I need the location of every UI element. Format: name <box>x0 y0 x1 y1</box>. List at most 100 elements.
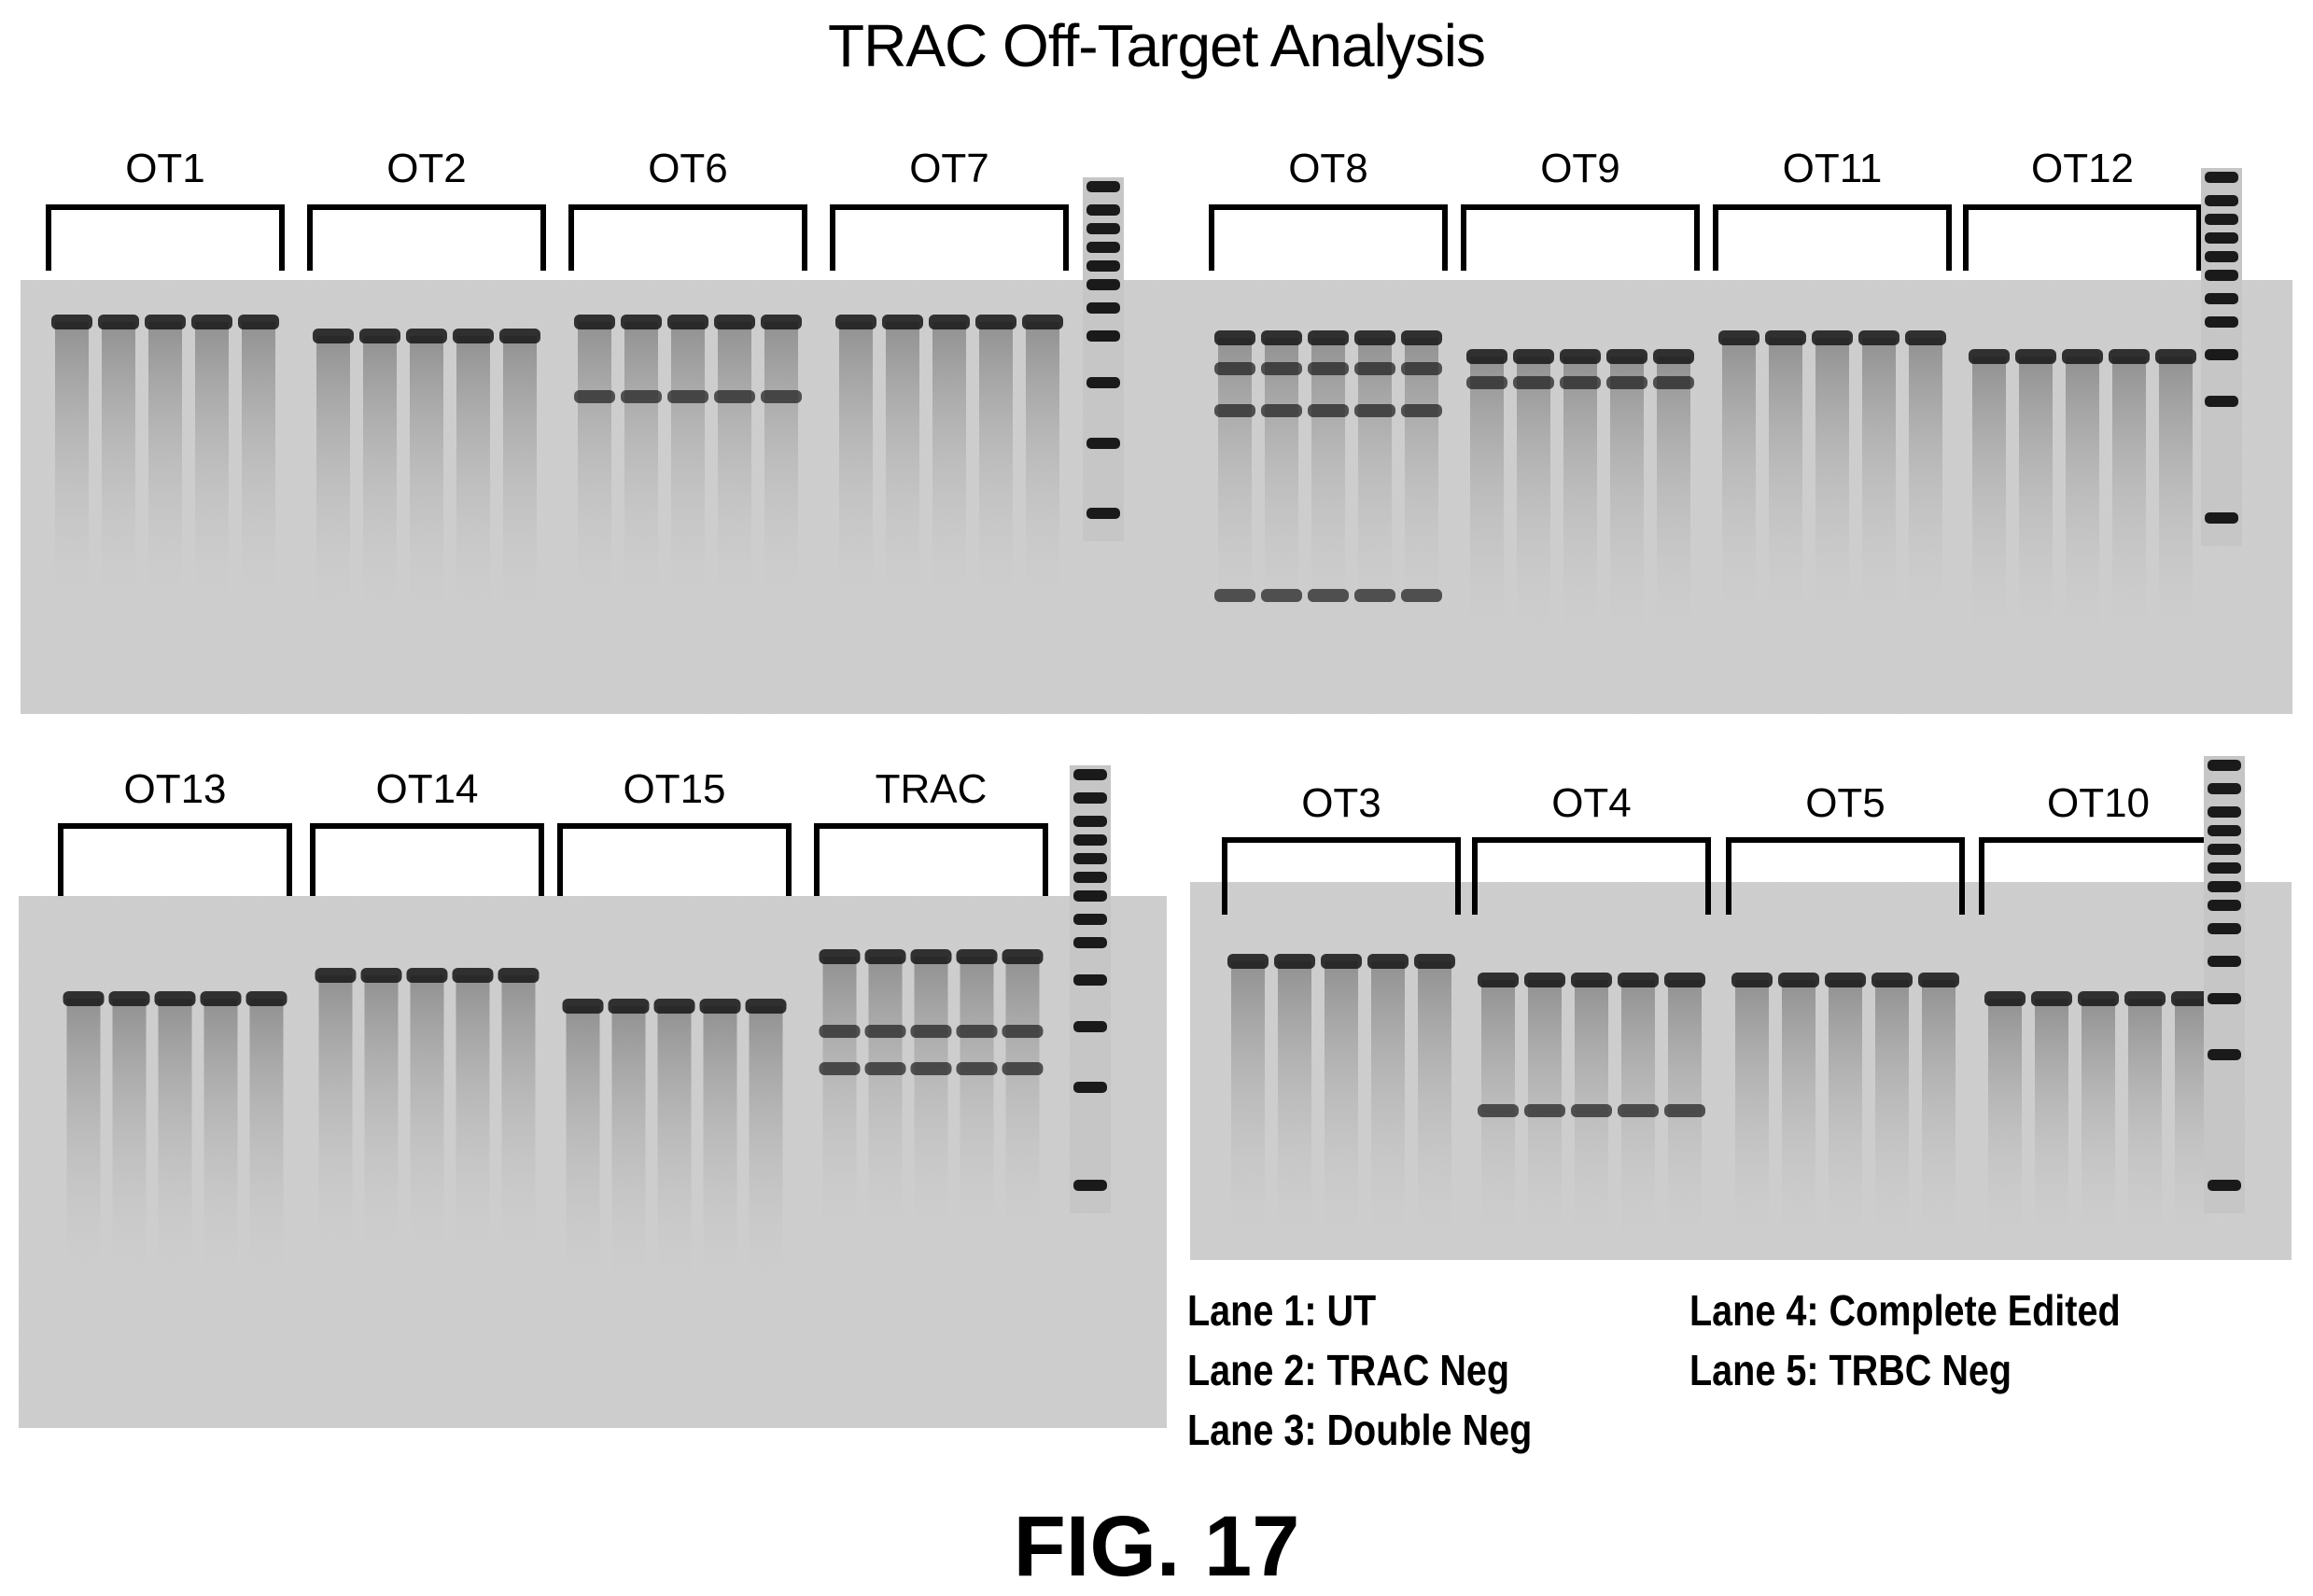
group-label-ot15: OT15 <box>623 766 725 812</box>
lane-smear <box>658 1006 692 1286</box>
dna-band <box>1261 589 1302 602</box>
dna-band <box>1969 349 2010 364</box>
dna-band <box>1321 954 1362 969</box>
dna-band <box>1466 376 1507 389</box>
dna-band <box>1653 376 1694 389</box>
lane-smear <box>1782 980 1815 1241</box>
legend-item-lane-1: Lane 1: UT <box>1187 1281 1532 1340</box>
dna-band <box>1653 349 1694 364</box>
lane-smear <box>1265 338 1298 618</box>
lane-smear <box>1815 338 1849 618</box>
dna-band <box>1002 949 1044 964</box>
ladder-band <box>1086 204 1120 216</box>
lane-smear <box>503 336 537 616</box>
lane-smear <box>250 999 284 1279</box>
dna-band <box>1354 330 1395 345</box>
group-bracket <box>61 826 289 896</box>
dna-band <box>109 991 150 1006</box>
ladder-band <box>1073 1021 1107 1032</box>
lane-smear <box>1405 338 1438 618</box>
lane-smear <box>1418 961 1451 1241</box>
lane-smear <box>1657 357 1690 637</box>
lane-smear <box>1735 980 1769 1241</box>
lane-smear <box>1278 961 1311 1241</box>
ladder-band <box>1086 377 1120 388</box>
lane-legend-right: Lane 4: Complete Edited Lane 5: TRBC Neg <box>1689 1281 2121 1400</box>
ladder-band <box>1073 1180 1107 1191</box>
lane-smear <box>2035 999 2068 1241</box>
ladder-band <box>1086 302 1120 314</box>
dna-band <box>191 315 232 329</box>
lane-smear <box>2175 999 2208 1241</box>
ladder-band <box>1086 223 1120 234</box>
group-label-ot6: OT6 <box>648 146 728 191</box>
group-bracket <box>571 207 805 271</box>
dna-band <box>574 390 615 403</box>
dna-band <box>1606 376 1647 389</box>
dna-band <box>835 315 876 329</box>
lane-smear <box>567 1006 600 1286</box>
dna-band <box>700 999 741 1014</box>
ladder-band <box>2205 172 2238 183</box>
ladder-band <box>2205 349 2238 360</box>
dna-band <box>2015 349 2056 364</box>
dna-band <box>238 315 279 329</box>
gel-image: OT8OT9OT11OT12 <box>1184 131 2292 714</box>
dna-band <box>820 1062 861 1075</box>
dna-band <box>201 991 242 1006</box>
group-bracket <box>1716 207 1949 271</box>
ladder-band <box>2205 512 2238 524</box>
lane-smear <box>456 975 490 1255</box>
dna-band <box>145 315 186 329</box>
lane-smear <box>1218 338 1252 618</box>
lane-smear <box>113 999 147 1279</box>
dna-band <box>1664 1104 1705 1117</box>
dna-band <box>1571 1104 1612 1117</box>
lane-smear <box>1517 357 1550 637</box>
lane-smear <box>1972 357 2006 637</box>
lane-smear <box>915 957 948 1237</box>
ladder-band <box>1073 834 1107 846</box>
lane-smear <box>718 322 751 602</box>
lane-smear <box>1026 322 1059 602</box>
group-label-ot8: OT8 <box>1288 146 1368 191</box>
dna-band <box>246 991 287 1006</box>
dna-band <box>820 949 861 964</box>
dna-band <box>1308 362 1349 375</box>
dna-band <box>957 949 998 964</box>
dna-band <box>865 1062 906 1075</box>
dna-band <box>911 1062 952 1075</box>
ladder-band <box>2208 956 2241 967</box>
dna-band <box>1022 315 1063 329</box>
ladder-band <box>1086 330 1120 342</box>
lane-smear <box>411 975 444 1255</box>
dna-band <box>929 315 970 329</box>
dna-band <box>1414 954 1455 969</box>
dna-band <box>1513 376 1554 389</box>
ladder-band <box>1086 438 1120 449</box>
lane-smear <box>67 999 101 1279</box>
lane-smear <box>869 957 903 1237</box>
lane-smear <box>2159 357 2193 637</box>
ladder-band <box>1086 279 1120 290</box>
lane-smear <box>578 322 611 602</box>
lane-smear <box>242 322 275 602</box>
dna-band <box>2124 991 2166 1006</box>
dna-band <box>1618 973 1659 987</box>
dna-band <box>1524 1104 1565 1117</box>
lane-smear <box>932 322 966 602</box>
dna-band <box>1002 1025 1044 1038</box>
dna-band <box>761 390 802 403</box>
dna-band <box>574 315 615 329</box>
dna-band <box>2109 349 2150 364</box>
lane-smear <box>1358 338 1392 618</box>
dna-band <box>865 949 906 964</box>
dna-band <box>1214 362 1255 375</box>
dna-band <box>453 329 494 343</box>
ladder-band <box>2208 1180 2241 1191</box>
group-bracket <box>1212 207 1445 271</box>
ladder-lane <box>2204 756 2245 1213</box>
dna-band <box>746 999 787 1014</box>
lane-smear <box>1470 357 1504 637</box>
lane-smear <box>1988 999 2022 1241</box>
